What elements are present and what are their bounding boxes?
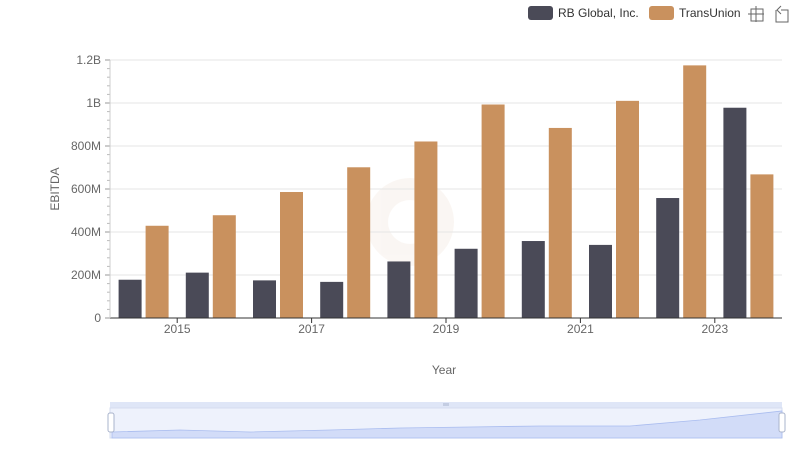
- bar-rb-global-inc-2020[interactable]: [521, 241, 545, 318]
- bars: [118, 65, 774, 318]
- bar-rb-global-inc-2021[interactable]: [589, 244, 612, 318]
- restore-icon[interactable]: [775, 5, 789, 23]
- bar-transunion-2023[interactable]: [750, 174, 774, 318]
- legend-item-rb-global[interactable]: RB Global, Inc.: [528, 6, 639, 20]
- slider-handle-right[interactable]: [778, 412, 786, 433]
- bar-rb-global-inc-2014[interactable]: [118, 279, 142, 318]
- bar-transunion-2020[interactable]: [548, 127, 572, 318]
- x-tick-label: 2017: [298, 322, 325, 336]
- x-tick-label: 2021: [567, 322, 594, 336]
- bar-transunion-2014[interactable]: [145, 225, 169, 318]
- watermark-logo: [366, 178, 454, 266]
- x-tick-label: 2023: [701, 322, 728, 336]
- bar-rb-global-inc-2017[interactable]: [320, 281, 344, 318]
- y-tick-label: 800M: [71, 139, 101, 153]
- x-tick-label: 2019: [433, 322, 460, 336]
- slider-grip-icon[interactable]: [443, 403, 449, 406]
- bar-transunion-2017[interactable]: [347, 167, 371, 318]
- y-tick-label: 0: [94, 311, 101, 325]
- bar-rb-global-inc-2023[interactable]: [723, 107, 747, 318]
- bar-rb-global-inc-2022[interactable]: [656, 198, 680, 318]
- bar-rb-global-inc-2015[interactable]: [185, 272, 209, 318]
- y-axis-title: EBITDA: [48, 167, 62, 210]
- legend-label-transunion: TransUnion: [679, 6, 741, 20]
- data-zoom-slider[interactable]: [107, 402, 786, 439]
- x-axis-title: Year: [432, 363, 456, 377]
- y-tick-label: 600M: [71, 182, 101, 196]
- bar-transunion-2022[interactable]: [683, 65, 707, 318]
- bar-rb-global-inc-2018[interactable]: [387, 261, 411, 318]
- x-tick-label: 2015: [164, 322, 191, 336]
- y-tick-label: 400M: [71, 225, 101, 239]
- legend[interactable]: RB Global, Inc. TransUnion: [528, 6, 741, 20]
- slider-handle-left[interactable]: [107, 412, 115, 433]
- x-tick-labels: 2015 2017 2019 2021 2023: [164, 318, 728, 336]
- bar-rb-global-inc-2016[interactable]: [253, 280, 276, 318]
- y-tick-label: 200M: [71, 268, 101, 282]
- bar-transunion-2018[interactable]: [414, 141, 438, 318]
- legend-swatch-transunion: [649, 6, 674, 20]
- slider-preview-area: [111, 410, 783, 439]
- legend-swatch-rb-global: [528, 6, 553, 20]
- y-tick-label: 1.2B: [76, 53, 101, 67]
- y-tick-labels: 0 200M 400M 600M 800M 1B 1.2B: [71, 53, 101, 325]
- bar-transunion-2016[interactable]: [280, 192, 303, 318]
- zoom-icon[interactable]: [748, 6, 764, 22]
- bar-transunion-2019[interactable]: [481, 104, 505, 318]
- legend-item-transunion[interactable]: TransUnion: [649, 6, 741, 20]
- bar-transunion-2015[interactable]: [212, 215, 236, 318]
- legend-label-rb-global: RB Global, Inc.: [558, 6, 639, 20]
- y-tick-label: 1B: [86, 96, 101, 110]
- bar-transunion-2021[interactable]: [616, 100, 639, 318]
- bar-rb-global-inc-2019[interactable]: [454, 248, 478, 318]
